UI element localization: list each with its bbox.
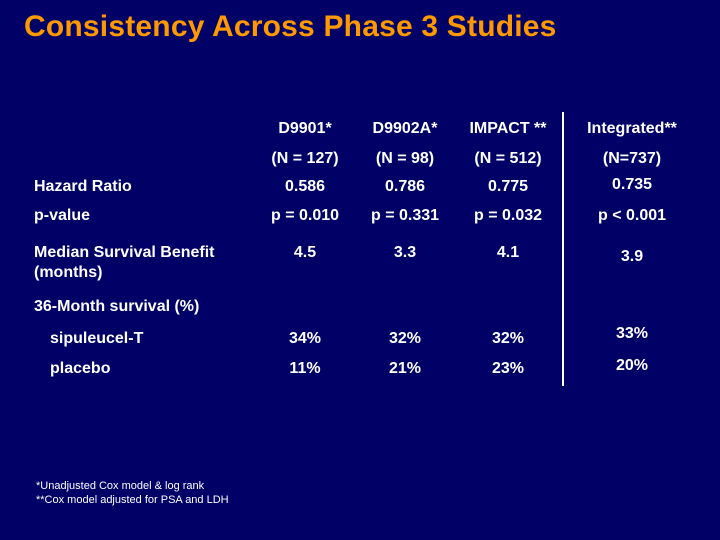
column-divider <box>562 112 564 386</box>
cell-p-d9901: p = 0.010 <box>270 207 340 224</box>
cell-sipuleucel-integrated: 33% <box>615 325 649 342</box>
cell-placebo-d9902a: 21% <box>388 360 422 377</box>
col-n-d9901: (N = 127) <box>271 150 339 167</box>
col-header-d9901: D9901* <box>278 120 332 137</box>
col-header-integrated: Integrated** <box>587 120 677 137</box>
cell-sipuleucel-impact: 32% <box>491 330 525 347</box>
cell-hazard-impact: 0.775 <box>487 178 529 195</box>
col-n-integrated: (N=737) <box>602 150 662 167</box>
footnote-unadjusted: *Unadjusted Cox model & log rank <box>36 480 205 492</box>
cell-p-d9902a: p = 0.331 <box>370 207 440 224</box>
row-label-p-value: p-value <box>34 207 91 224</box>
cell-median-d9902a: 3.3 <box>393 244 417 261</box>
slide-title: Consistency Across Phase 3 Studies <box>24 10 557 43</box>
cell-placebo-impact: 23% <box>491 360 525 377</box>
row-label-hazard-ratio: Hazard Ratio <box>34 178 132 195</box>
footnote-adjusted: **Cox model adjusted for PSA and LDH <box>36 494 229 506</box>
cell-hazard-d9901: 0.586 <box>284 178 326 195</box>
row-label-sipuleucel: sipuleucel-T <box>50 330 144 347</box>
cell-median-d9901: 4.5 <box>293 244 317 261</box>
cell-sipuleucel-d9901: 34% <box>288 330 322 347</box>
cell-p-impact: p = 0.032 <box>473 207 543 224</box>
cell-median-integrated: 3.9 <box>620 248 644 265</box>
row-label-median-survival: Median Survival Benefit <box>34 244 215 261</box>
cell-hazard-d9902a: 0.786 <box>384 178 426 195</box>
section-label-36-month-survival: 36-Month survival (%) <box>34 298 200 315</box>
col-header-impact: IMPACT ** <box>469 120 547 137</box>
cell-median-impact: 4.1 <box>496 244 520 261</box>
row-label-placebo: placebo <box>50 360 111 377</box>
cell-placebo-integrated: 20% <box>615 357 649 374</box>
cell-sipuleucel-d9902a: 32% <box>388 330 422 347</box>
cell-hazard-integrated: 0.735 <box>611 176 653 193</box>
col-n-d9902a: (N = 98) <box>375 150 435 167</box>
cell-p-integrated: p < 0.001 <box>597 207 667 224</box>
col-n-impact: (N = 512) <box>474 150 542 167</box>
cell-placebo-d9901: 11% <box>289 360 321 377</box>
col-header-d9902a: D9902A* <box>372 120 438 137</box>
row-label-median-survival-units: (months) <box>34 264 103 281</box>
